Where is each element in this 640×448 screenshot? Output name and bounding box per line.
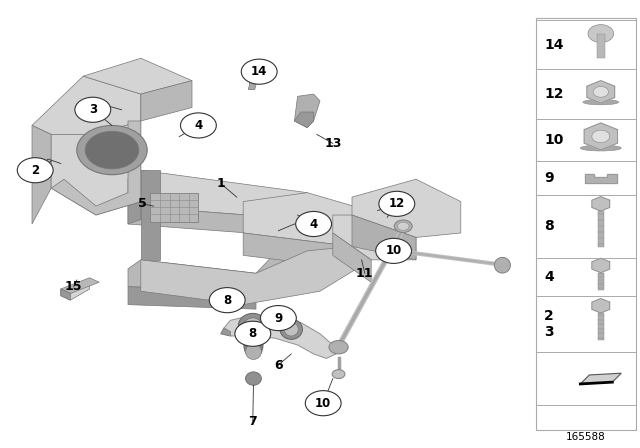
- Polygon shape: [592, 197, 610, 211]
- Ellipse shape: [246, 372, 262, 385]
- Text: 4: 4: [310, 217, 317, 231]
- Bar: [536, 18, 636, 430]
- Polygon shape: [584, 123, 618, 150]
- Polygon shape: [333, 233, 371, 282]
- Text: 12: 12: [544, 87, 563, 101]
- Ellipse shape: [246, 344, 262, 359]
- Ellipse shape: [244, 318, 262, 333]
- Ellipse shape: [284, 323, 298, 336]
- Text: 165588: 165588: [566, 432, 606, 442]
- Polygon shape: [141, 170, 160, 260]
- Polygon shape: [128, 170, 307, 220]
- Circle shape: [296, 211, 332, 237]
- Polygon shape: [83, 58, 192, 94]
- Text: 9: 9: [275, 311, 282, 325]
- Text: 15: 15: [65, 280, 83, 293]
- Polygon shape: [585, 173, 617, 183]
- Polygon shape: [587, 81, 614, 103]
- Circle shape: [305, 391, 341, 416]
- Bar: [598, 211, 604, 247]
- Text: 10: 10: [385, 244, 402, 258]
- Text: 14: 14: [251, 65, 268, 78]
- Polygon shape: [243, 193, 384, 246]
- Bar: [598, 313, 604, 340]
- Circle shape: [592, 130, 610, 142]
- Polygon shape: [221, 328, 230, 336]
- Polygon shape: [141, 81, 192, 121]
- Text: 6: 6: [274, 358, 283, 372]
- Circle shape: [17, 158, 53, 183]
- Ellipse shape: [329, 340, 348, 354]
- Polygon shape: [592, 258, 610, 272]
- Polygon shape: [128, 206, 307, 237]
- Circle shape: [180, 113, 216, 138]
- Text: 5: 5: [138, 197, 147, 211]
- Circle shape: [260, 306, 296, 331]
- Text: 9: 9: [544, 171, 554, 185]
- Text: 12: 12: [388, 197, 405, 211]
- Polygon shape: [128, 287, 256, 309]
- Circle shape: [376, 238, 412, 263]
- Polygon shape: [256, 220, 307, 291]
- Polygon shape: [221, 316, 336, 358]
- Polygon shape: [248, 72, 261, 90]
- Text: 7: 7: [248, 414, 257, 428]
- Circle shape: [593, 86, 609, 97]
- Polygon shape: [61, 282, 90, 300]
- Ellipse shape: [280, 319, 302, 340]
- Polygon shape: [592, 298, 610, 313]
- Polygon shape: [580, 373, 621, 384]
- Polygon shape: [333, 215, 416, 260]
- Polygon shape: [32, 125, 51, 224]
- Text: 1: 1: [216, 177, 225, 190]
- Polygon shape: [128, 202, 141, 224]
- Ellipse shape: [394, 220, 412, 233]
- Text: 2
3: 2 3: [544, 309, 554, 339]
- Circle shape: [77, 125, 147, 175]
- Polygon shape: [352, 179, 461, 237]
- Ellipse shape: [244, 332, 263, 358]
- Polygon shape: [150, 193, 198, 222]
- Ellipse shape: [397, 222, 409, 230]
- Text: 3: 3: [89, 103, 97, 116]
- Ellipse shape: [495, 257, 511, 273]
- Text: 8: 8: [223, 293, 231, 307]
- Polygon shape: [141, 246, 371, 305]
- Ellipse shape: [580, 145, 621, 151]
- Ellipse shape: [239, 314, 268, 338]
- Circle shape: [588, 25, 614, 43]
- Text: 4: 4: [544, 270, 554, 284]
- Polygon shape: [61, 289, 70, 300]
- Polygon shape: [51, 121, 141, 215]
- Text: 8: 8: [544, 219, 554, 233]
- Polygon shape: [51, 121, 141, 215]
- Text: 4: 4: [195, 119, 202, 132]
- Text: 14: 14: [544, 38, 563, 52]
- Circle shape: [241, 59, 277, 84]
- Polygon shape: [352, 215, 416, 260]
- Text: 8: 8: [249, 327, 257, 340]
- Circle shape: [209, 288, 245, 313]
- Bar: [598, 272, 604, 289]
- Ellipse shape: [332, 370, 345, 379]
- Ellipse shape: [583, 99, 619, 105]
- Circle shape: [235, 321, 271, 346]
- Polygon shape: [243, 233, 352, 269]
- Polygon shape: [294, 94, 320, 128]
- Text: 10: 10: [544, 133, 563, 147]
- Polygon shape: [61, 278, 99, 293]
- Text: 10: 10: [315, 396, 332, 410]
- Bar: [597, 34, 605, 58]
- Circle shape: [75, 97, 111, 122]
- Polygon shape: [128, 260, 256, 291]
- Circle shape: [85, 131, 139, 169]
- Polygon shape: [294, 112, 314, 128]
- Text: 11: 11: [356, 267, 374, 280]
- Circle shape: [379, 191, 415, 216]
- Polygon shape: [32, 76, 141, 134]
- Text: 2: 2: [31, 164, 39, 177]
- Text: 13: 13: [324, 137, 342, 150]
